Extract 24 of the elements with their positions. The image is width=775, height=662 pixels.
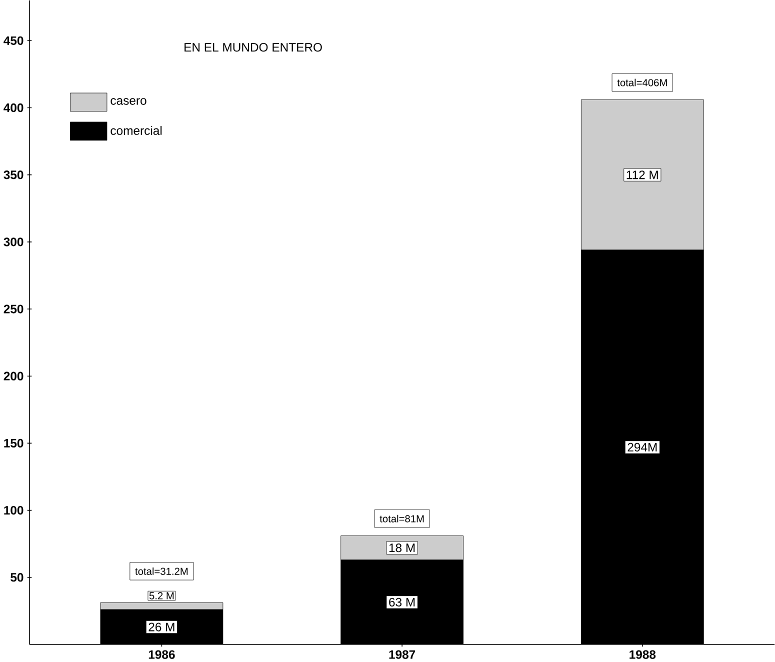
legend-label: casero: [110, 98, 146, 105]
y-tick-label: 350: [4, 170, 24, 180]
data-label: 5.2 M: [149, 592, 174, 600]
x-tick-label: 1987: [389, 650, 416, 659]
x-tick-label: 1988: [630, 650, 656, 659]
y-tick-label: 450: [4, 36, 24, 45]
data-label: 18 M: [389, 543, 415, 552]
text: EN EL MUNDO ENTERO: [184, 42, 322, 52]
total-label: total=406M: [617, 78, 667, 86]
y-tick-label: 200: [4, 372, 24, 380]
total-label: total=31.2M: [135, 567, 188, 575]
y-tick-label: 150: [4, 438, 24, 448]
x-tick-label: 1986: [148, 650, 175, 659]
total-label: total=81M: [380, 514, 424, 522]
y-tick-label: 50: [10, 572, 24, 582]
data-label: 63 M: [389, 598, 415, 606]
y-tick-label: 300: [4, 237, 24, 246]
y-tick-label: 100: [4, 506, 24, 514]
y-tick-label: 250: [4, 304, 24, 314]
y-tick-label: 400: [4, 103, 24, 112]
legend-label: comercial: [110, 126, 162, 135]
data-label: 26 M: [148, 622, 174, 632]
data-label: 112 M: [626, 170, 658, 179]
data-label: 294M: [628, 442, 657, 452]
